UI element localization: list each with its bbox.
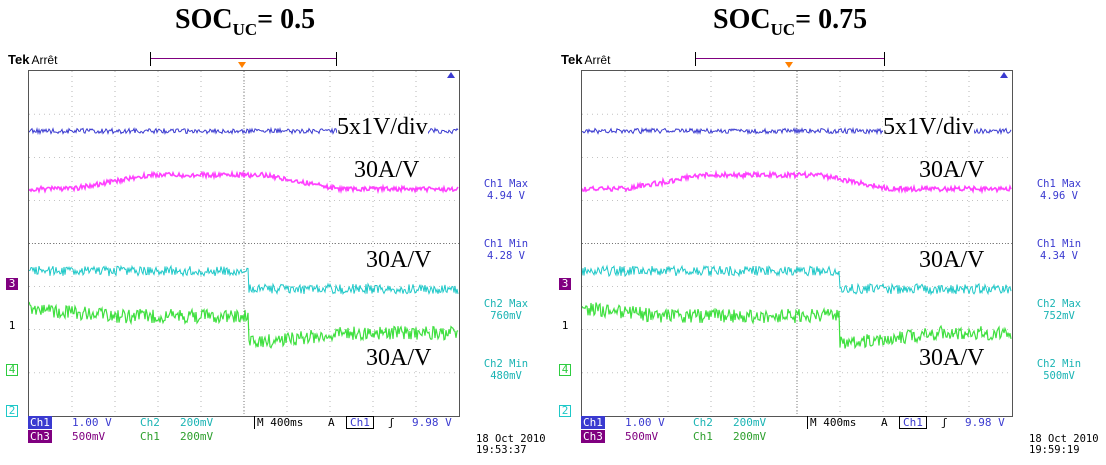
- trigger-edge-icon: ʃ: [941, 416, 948, 429]
- status-ch1-scale: 1.00 V: [72, 416, 112, 429]
- ch2-marker-icon: 2: [559, 405, 571, 417]
- status-ch1-label: Ch1: [581, 416, 605, 429]
- trigger-edge-icon: ʃ: [388, 416, 395, 429]
- measurement-ch2-max: Ch2 Max 760mV: [483, 298, 529, 322]
- status-ch1b-scale: 200mV: [733, 430, 767, 443]
- annotation-ch4-scale: 30A/V: [919, 345, 985, 371]
- trace-ch2: [29, 264, 459, 296]
- status-timebase: M 400ms: [807, 416, 856, 429]
- status-trigger-source: Ch1: [346, 416, 374, 429]
- trace-ch4: [29, 301, 459, 349]
- measurement-ch1-min: Ch1 Min 4.34 V: [1036, 238, 1082, 262]
- measurement-ch1-max: Ch1 Max 4.96 V: [1036, 178, 1082, 202]
- trigger-level-icon: [447, 72, 455, 78]
- annotation-ch3-scale: 30A/V: [919, 157, 985, 183]
- measurement-ch2-max: Ch2 Max 752mV: [1036, 298, 1082, 322]
- trace-ch4: [582, 302, 1012, 350]
- status-bar: Ch1 1.00 V Ch2 200mV M 400ms A Ch1 ʃ 9.9…: [28, 416, 460, 444]
- status-trigger-mode: A: [881, 416, 888, 429]
- tek-status: Tek Arrêt: [8, 52, 58, 67]
- status-trigger-source: Ch1: [899, 416, 927, 429]
- annotation-ch1-scale: 5x1V/div: [337, 114, 428, 140]
- annotation-ch2-scale: 30A/V: [919, 247, 985, 273]
- status-trigger-level: 9.98 V: [965, 416, 1005, 429]
- status-ch2-scale: 200mV: [733, 416, 767, 429]
- status-ch3-label: Ch3: [581, 430, 605, 443]
- measurement-ch1-min: Ch1 Min 4.28 V: [483, 238, 529, 262]
- status-ch2-label: Ch2: [693, 416, 713, 429]
- ch1-marker-icon: 1: [561, 319, 569, 332]
- trace-ch3: [582, 169, 1012, 195]
- status-timebase: M 400ms: [254, 416, 303, 429]
- measurement-ch1-max: Ch1 Max 4.94 V: [483, 178, 529, 202]
- status-trigger-level: 9.98 V: [412, 416, 452, 429]
- status-ch2-scale: 200mV: [180, 416, 214, 429]
- status-bar: Ch1 1.00 V Ch2 200mV M 400ms A Ch1 ʃ 9.9…: [581, 416, 1013, 444]
- status-ch1-label: Ch1: [28, 416, 52, 429]
- status-ch3-scale: 500mV: [625, 430, 659, 443]
- annotation-ch2-scale: 30A/V: [366, 247, 432, 273]
- ch3-marker-icon: 3: [559, 278, 571, 290]
- scope-title: SOCUC= 0.5: [175, 4, 316, 39]
- status-ch1b-label: Ch1: [140, 430, 160, 443]
- status-ch2-label: Ch2: [140, 416, 160, 429]
- trigger-position-icon: [785, 62, 793, 68]
- graticule: [582, 71, 1012, 416]
- status-ch1-scale: 1.00 V: [625, 416, 665, 429]
- annotation-ch3-scale: 30A/V: [354, 157, 420, 183]
- ch1-marker-icon: 1: [8, 319, 16, 332]
- scope-panel-right: SOCUC= 0.75 Tek Arrêt 5x1V/div 30A/V 30A/…: [553, 0, 1106, 465]
- ch2-marker-icon: 2: [6, 405, 18, 417]
- status-ch3-label: Ch3: [28, 430, 52, 443]
- trace-ch2: [582, 264, 1012, 296]
- graticule: [29, 71, 459, 416]
- annotation-ch1-scale: 5x1V/div: [883, 114, 974, 140]
- scope-title: SOCUC= 0.75: [713, 4, 868, 39]
- trigger-position-icon: [238, 62, 246, 68]
- scope-panel-left: SOCUC= 0.5 Tek Arrêt 5x1V/div 30A/V 30A/V…: [6, 4, 546, 456]
- measurement-ch2-min: Ch2 Min 480mV: [483, 358, 529, 382]
- status-ch3-scale: 500mV: [72, 430, 106, 443]
- record-position-bar: [150, 52, 337, 66]
- status-trigger-mode: A: [328, 416, 335, 429]
- trace-ch3: [29, 169, 459, 195]
- ch4-marker-icon: 4: [559, 364, 571, 376]
- record-position-bar: [695, 52, 885, 66]
- ch4-marker-icon: 4: [6, 364, 18, 376]
- status-ch1b-label: Ch1: [693, 430, 713, 443]
- tek-status: Tek Arrêt: [561, 52, 611, 67]
- annotation-ch4-scale: 30A/V: [366, 345, 432, 371]
- timestamp: 18 Oct 2010 19:53:37: [476, 433, 546, 456]
- status-ch1b-scale: 200mV: [180, 430, 214, 443]
- trigger-level-icon: [1000, 72, 1008, 78]
- measurement-ch2-min: Ch2 Min 500mV: [1036, 358, 1082, 382]
- timestamp: 18 Oct 2010 19:59:19: [1029, 433, 1099, 456]
- ch3-marker-icon: 3: [6, 278, 18, 290]
